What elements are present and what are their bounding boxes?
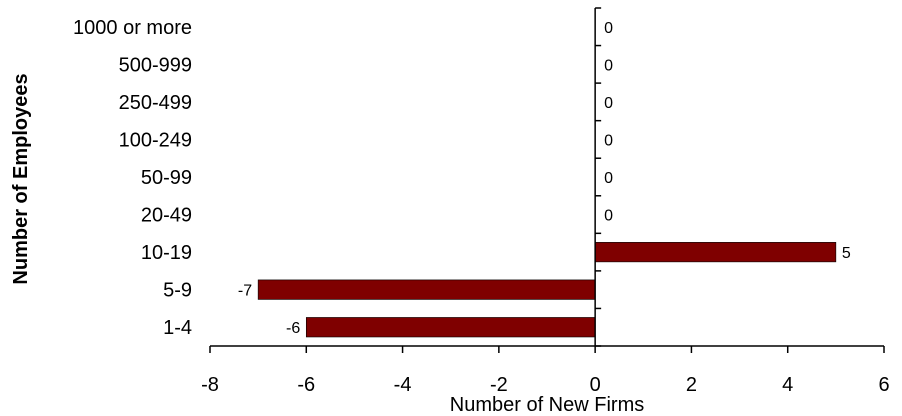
category-label: 10-19 bbox=[141, 242, 192, 264]
category-label: 500-999 bbox=[119, 54, 192, 76]
bar bbox=[305, 317, 596, 338]
category-label: 5-9 bbox=[163, 280, 192, 302]
x-tick-label: -8 bbox=[201, 374, 219, 396]
data-label: -7 bbox=[238, 283, 252, 300]
category-label: 50-99 bbox=[141, 167, 192, 189]
x-tick-label: 2 bbox=[686, 374, 697, 396]
category-label: 250-499 bbox=[119, 92, 192, 114]
y-axis-title: Number of Employees bbox=[10, 73, 32, 284]
data-label: 0 bbox=[604, 57, 613, 74]
data-label: 0 bbox=[604, 208, 613, 225]
data-label: 0 bbox=[604, 95, 613, 112]
category-labels-group: 1-4 5-9 10-19 20-49 50-99 100-249 250-499 500-9… bbox=[73, 17, 192, 339]
x-tick-label: 0 bbox=[590, 374, 601, 396]
x-tick-label: -6 bbox=[297, 374, 315, 396]
x-tick-label: 4 bbox=[782, 374, 793, 396]
x-tick-labels-group: -8 -6 -4 -2 0 2 4 6 bbox=[201, 374, 889, 396]
data-label: 5 bbox=[842, 245, 851, 262]
data-label: 0 bbox=[604, 170, 613, 187]
bars-group bbox=[257, 242, 837, 338]
bar bbox=[257, 279, 596, 300]
data-label: -6 bbox=[286, 320, 300, 337]
category-label: 100-249 bbox=[119, 129, 192, 151]
data-labels-group: -6 -7 5 0 0 0 0 0 0 bbox=[238, 20, 851, 337]
x-tick-label: -4 bbox=[394, 374, 412, 396]
x-tick-label: 6 bbox=[878, 374, 889, 396]
data-label: 0 bbox=[604, 20, 613, 37]
x-axis-title: Number of New Firms bbox=[450, 394, 644, 416]
category-label: 20-49 bbox=[141, 205, 192, 227]
category-label: 1-4 bbox=[163, 317, 192, 339]
category-label: 1000 or more bbox=[73, 17, 192, 39]
data-label: 0 bbox=[604, 132, 613, 149]
x-ticks-group bbox=[209, 346, 885, 353]
bar bbox=[594, 242, 837, 263]
x-tick-label: -2 bbox=[490, 374, 508, 396]
y-ticks-group bbox=[595, 7, 602, 347]
